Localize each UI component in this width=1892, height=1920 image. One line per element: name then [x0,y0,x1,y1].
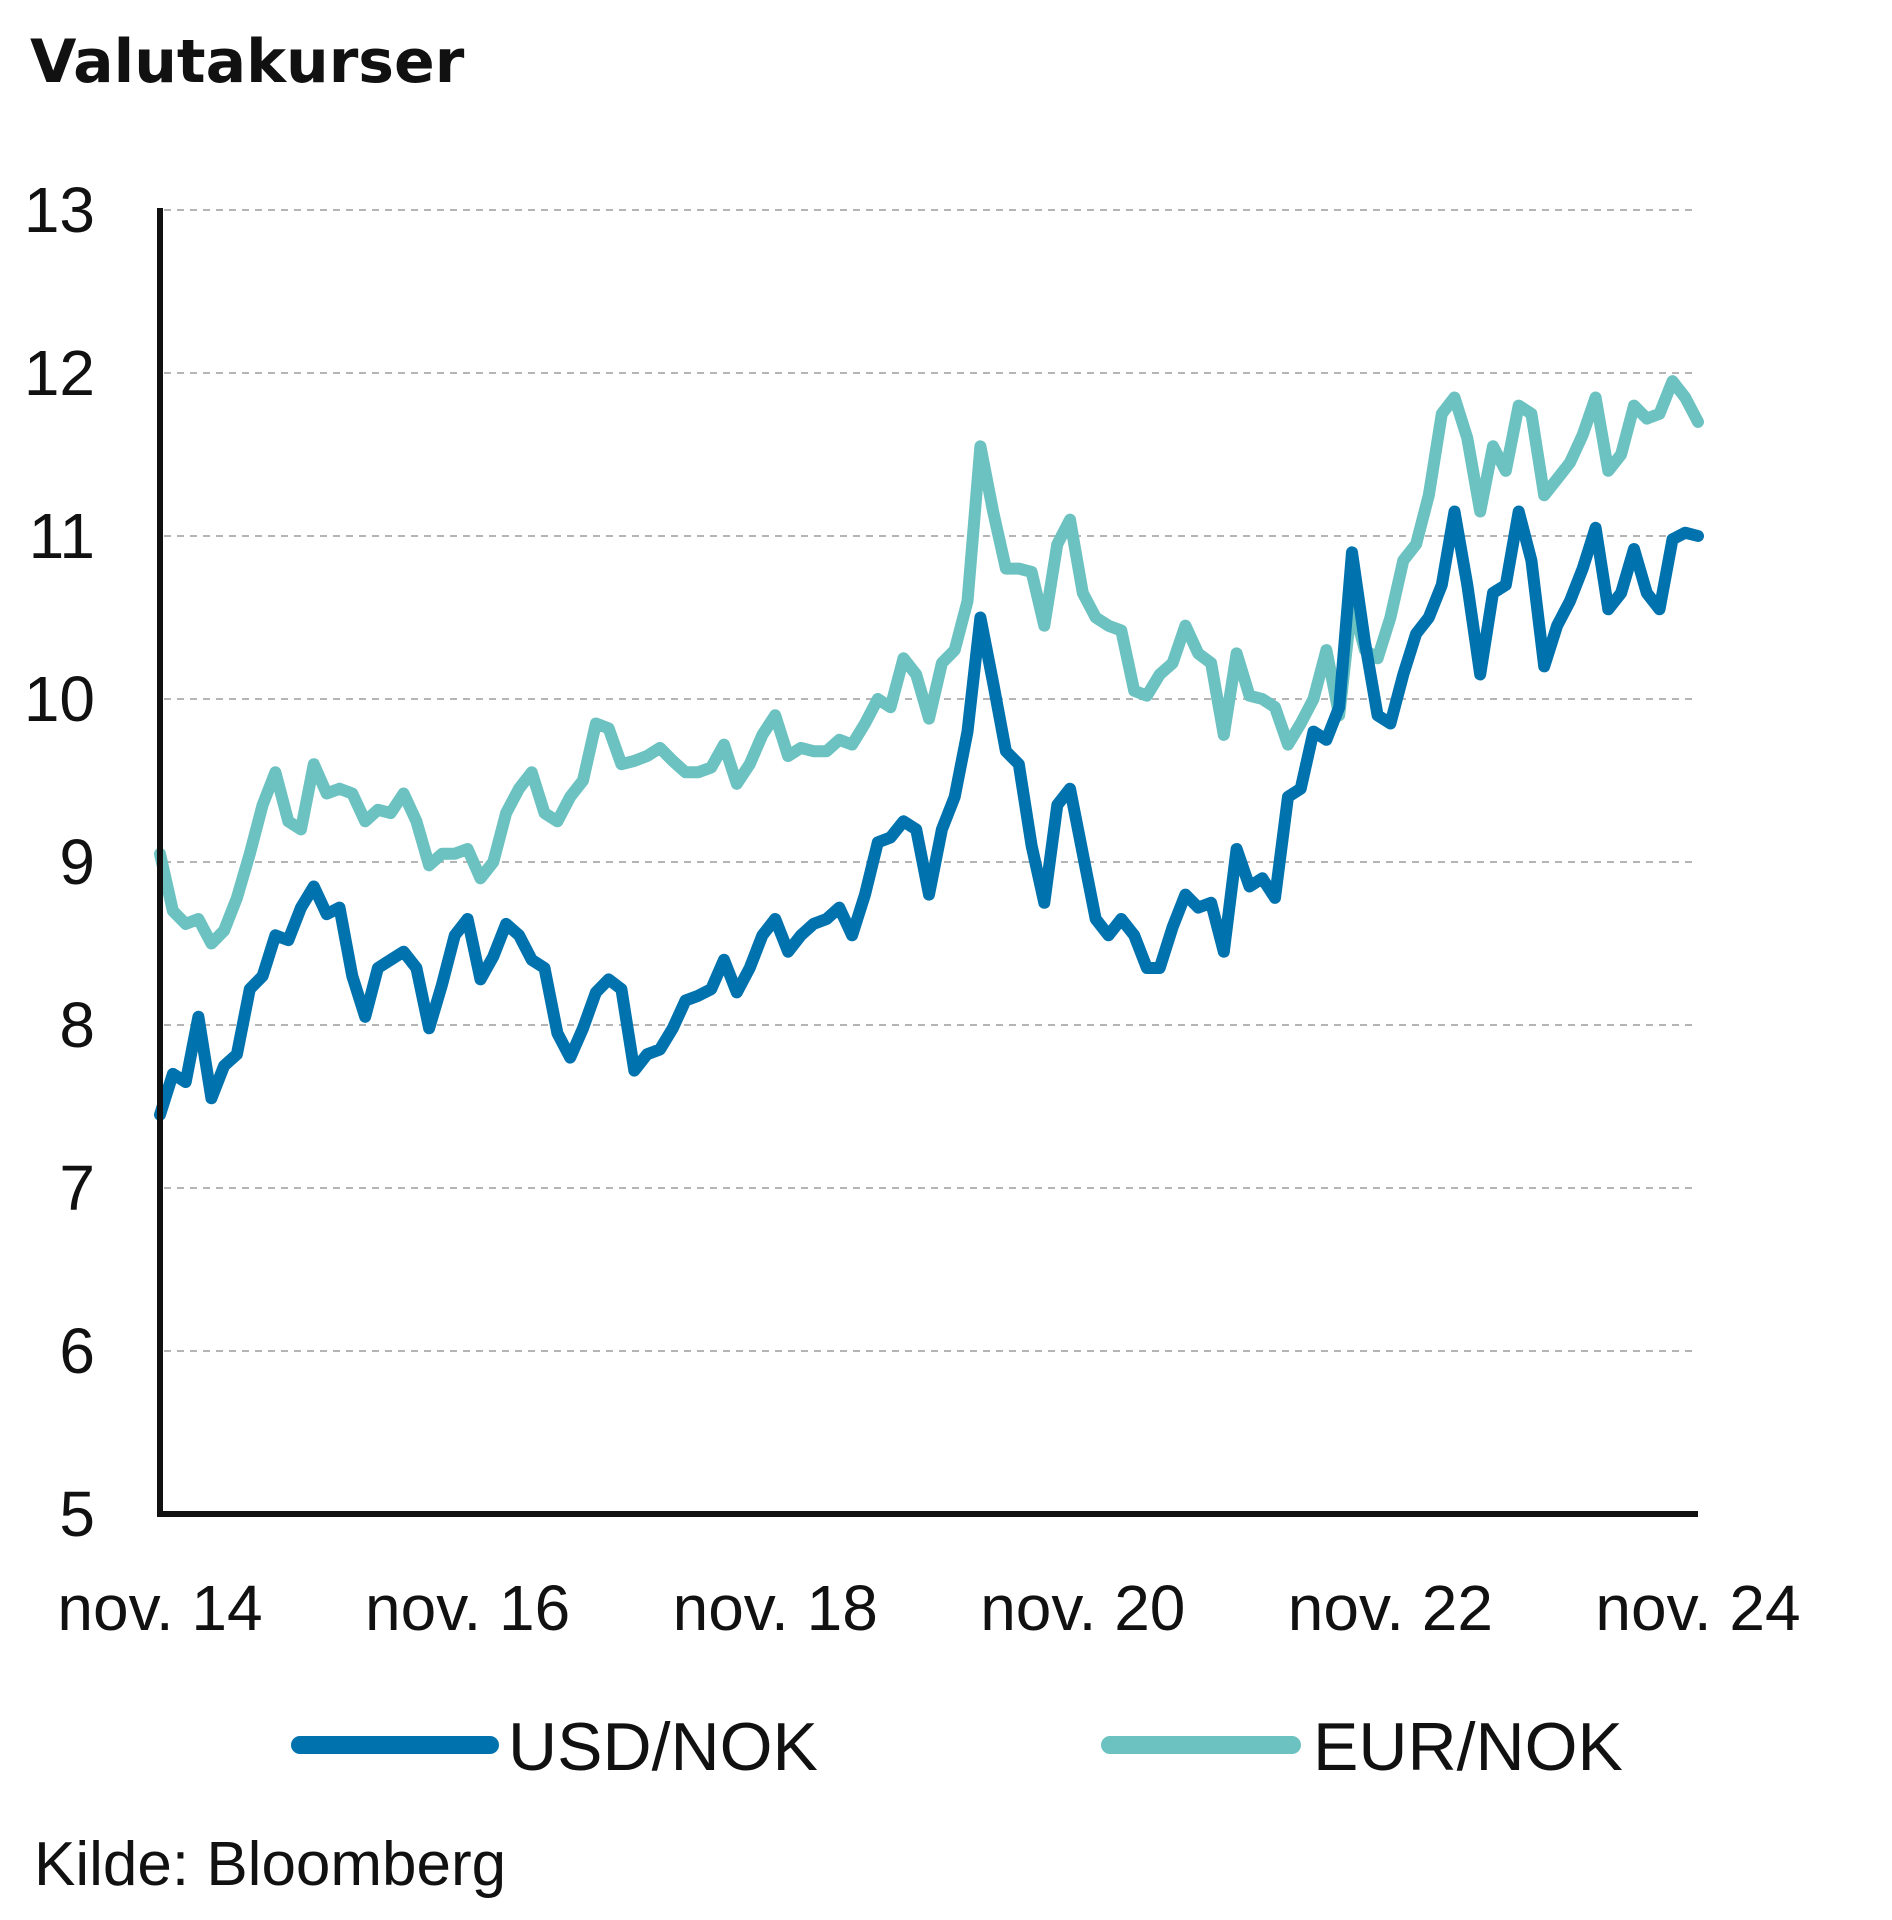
x-tick-label: nov. 22 [1288,1572,1493,1644]
gridlines [164,209,1698,1352]
y-axis-tick-labels: 5 6 7 8 9 10 11 12 13 [24,174,95,1550]
legend-label-eur-nok: EUR/NOK [1313,1709,1623,1785]
x-tick-label: nov. 14 [57,1572,262,1644]
y-tick-label: 10 [24,663,95,735]
x-tick-label: nov. 24 [1595,1572,1800,1644]
y-tick-label: 11 [29,500,95,572]
y-tick-label: 6 [59,1315,95,1387]
series-line-eur-nok [154,375,1704,950]
legend: USD/NOK EUR/NOK [291,1709,1623,1785]
y-tick-label: 8 [59,989,95,1061]
y-tick-label: 13 [24,174,95,246]
y-tick-label: 12 [24,337,95,409]
y-tick-label: 7 [59,1152,95,1224]
series-line-usd-nok [154,505,1704,1121]
y-tick-label: 5 [59,1478,95,1550]
series-lines [154,375,1704,1121]
x-tick-label: nov. 18 [673,1572,878,1644]
legend-label-usd-nok: USD/NOK [508,1709,818,1785]
x-tick-label: nov. 16 [365,1572,570,1644]
chart-title: Valutakurser [30,27,465,97]
source-note: Kilde: Bloomberg [34,1830,506,1899]
x-tick-label: nov. 20 [980,1572,1185,1644]
x-axis-tick-labels: nov. 14 nov. 16 nov. 18 nov. 20 nov. 22 nov. … [57,1572,1800,1644]
y-tick-label: 9 [59,826,95,898]
